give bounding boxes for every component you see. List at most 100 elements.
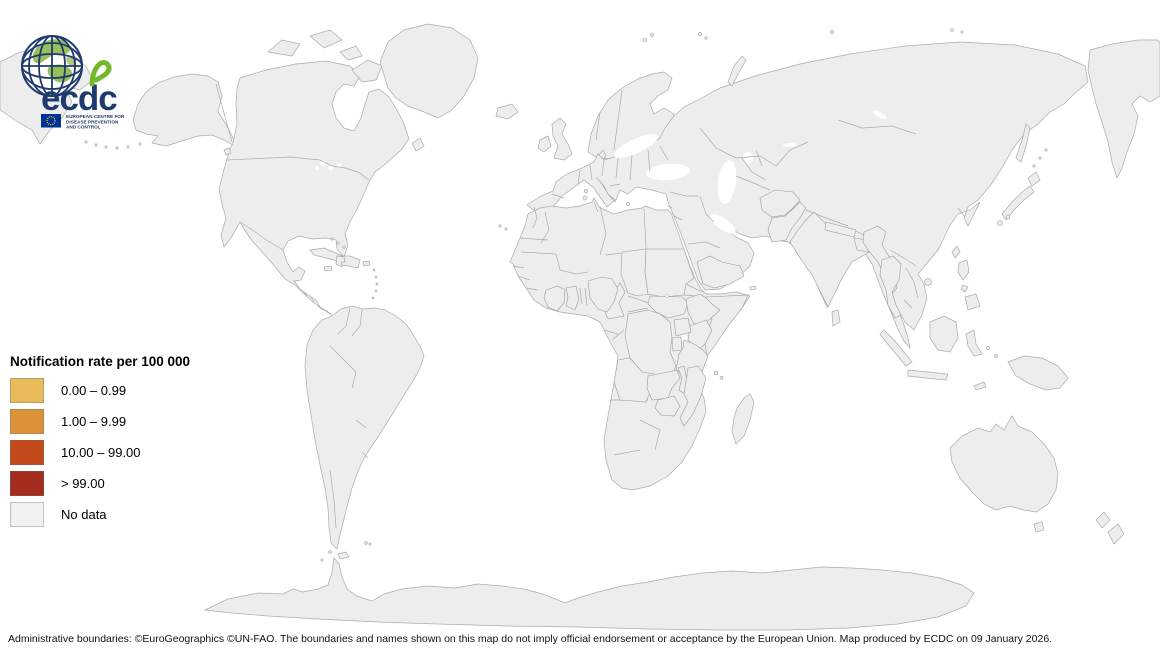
landmass-south-america — [304, 305, 425, 550]
caspian-sea — [717, 160, 737, 204]
country-sudan — [644, 248, 695, 298]
island-great-britain — [551, 117, 573, 161]
atlantic-african-islets — [498, 224, 508, 231]
legend-label-10-99: 10.00 – 99.00 — [61, 445, 141, 460]
island-honshu — [1001, 185, 1035, 221]
new-zealand — [1095, 511, 1125, 545]
abyei-no-data-dot — [665, 294, 669, 298]
lake-baikal — [872, 110, 888, 120]
legend-label-gt-99: > 99.00 — [61, 476, 105, 491]
country-afghanistan — [759, 189, 801, 218]
island-puerto-rico — [362, 260, 371, 267]
lake-victoria — [680, 334, 688, 342]
russian-arctic-islands — [642, 28, 964, 87]
legend-swatch-no-data — [10, 502, 44, 527]
country-ethiopia — [685, 293, 721, 325]
island-taiwan — [951, 245, 961, 259]
legend-label-no-data: No data — [61, 507, 107, 522]
borders-asia — [667, 119, 965, 309]
map-attribution: Administrative boundaries: ©EuroGeograph… — [8, 633, 1053, 645]
island-jamaica — [323, 265, 333, 272]
country-zambia — [646, 369, 681, 401]
island-sri-lanka — [831, 309, 841, 327]
legend-swatch-0-0.99 — [10, 378, 44, 403]
island-sumatra — [879, 329, 913, 367]
island-new-guinea — [1007, 355, 1069, 391]
legend-title: Notification rate per 100 000 — [10, 354, 191, 369]
country-kenya — [687, 319, 713, 351]
country-zimbabwe — [654, 395, 681, 417]
country-uganda — [673, 317, 692, 337]
island-vancouver — [223, 147, 232, 156]
landmass-australia — [949, 415, 1059, 513]
landmass-alaska — [132, 73, 244, 152]
country-haiti — [335, 255, 346, 268]
aleutian-islands — [84, 140, 142, 150]
island-tierra-del-fuego — [337, 551, 350, 560]
baltic-sea — [614, 134, 658, 158]
lake-balkhash — [783, 143, 797, 147]
island-tasmania — [1033, 521, 1045, 533]
island-newfoundland — [411, 137, 425, 152]
great-lake-huron — [328, 165, 334, 171]
org-line-3: AND CONTROL — [66, 125, 101, 130]
island-hokkaido — [1027, 171, 1041, 187]
country-nigeria — [587, 276, 619, 313]
landmass-chukotka-kamchatka — [1087, 39, 1160, 179]
ecdc-org-name: EUROPEAN CENTRE FOR DISEASE PREVENTION A… — [66, 114, 125, 130]
island-iceland — [495, 103, 519, 120]
country-mozambique — [679, 365, 707, 427]
country-cote-divoire — [543, 285, 566, 312]
moluccas-timor — [973, 346, 998, 391]
persian-gulf — [710, 214, 736, 234]
island-sulawesi — [965, 329, 983, 357]
borders-north-america — [215, 83, 370, 310]
reporting-countries — [335, 189, 981, 427]
globe-icon — [21, 35, 83, 97]
antarctic-islets — [320, 550, 332, 562]
ecdc-green-swoosh — [89, 60, 112, 87]
ecdc-logo: ecdc EUROPEAN CENTRE FOR DISEASE PREVENT… — [21, 35, 125, 130]
country-pakistan — [767, 201, 807, 243]
landmass-eurasia — [526, 41, 1089, 350]
eu-flag — [41, 114, 61, 128]
landmass-north-america — [218, 60, 410, 316]
country-south-sudan — [647, 295, 689, 319]
japan-kyushu-kurils — [997, 148, 1048, 226]
island-ireland — [537, 135, 552, 153]
island-sakhalin — [1015, 123, 1031, 163]
great-lake-ontario — [336, 162, 342, 168]
country-philippines — [957, 259, 981, 311]
org-line-1: EUROPEAN CENTRE FOR — [66, 114, 125, 119]
legend-item-10-99: 10.00 – 99.00 — [10, 440, 220, 465]
island-java — [907, 369, 949, 381]
legend-label-0-0.99: 0.00 – 0.99 — [61, 383, 127, 398]
landmass-antarctica — [203, 557, 975, 631]
legend-label-1-9.99: 1.00 – 9.99 — [61, 414, 127, 429]
country-comoros — [713, 370, 724, 380]
borders-africa — [512, 201, 705, 456]
country-yemen — [696, 255, 757, 291]
island-madagascar — [731, 393, 755, 445]
aral-sea — [743, 152, 753, 164]
legend-item-1-9.99: 1.00 – 9.99 — [10, 409, 220, 434]
legend-item-0-0.99: 0.00 – 0.99 — [10, 378, 220, 403]
great-lake-michigan — [315, 166, 319, 170]
legend-swatch-1-9.99 — [10, 409, 44, 434]
map-legend: Notification rate per 100 000 0.00 – 0.9… — [10, 354, 220, 533]
island-hainan — [924, 278, 932, 286]
country-borders — [215, 83, 965, 529]
great-lake-superior — [320, 160, 326, 166]
landmasses — [0, 23, 1160, 631]
borders-europe — [532, 89, 669, 229]
country-nepal — [824, 221, 857, 238]
country-rwanda-burundi — [671, 336, 683, 352]
legend-swatch-gt-99 — [10, 471, 44, 496]
legend-swatch-10-99 — [10, 440, 44, 465]
legend-item-gt-99: > 99.00 — [10, 471, 220, 496]
ecdc-wordmark: ecdc — [41, 79, 117, 118]
island-borneo — [929, 315, 959, 353]
country-thailand — [879, 255, 902, 319]
